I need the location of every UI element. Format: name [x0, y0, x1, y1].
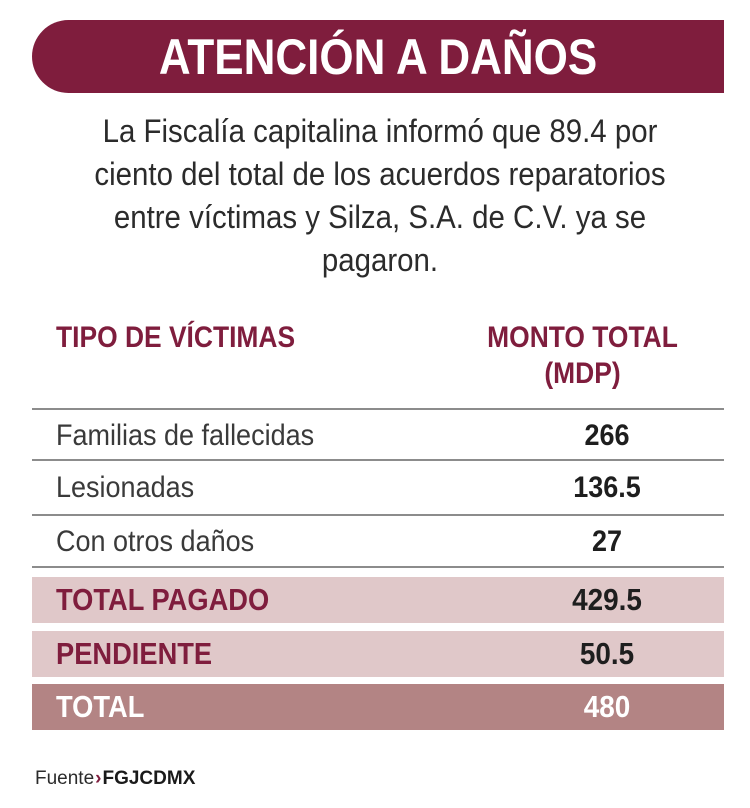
source-prefix: Fuente: [35, 768, 95, 789]
column-header-amount-line2: (MDP): [544, 357, 621, 390]
table-row: Lesionadas 136.5: [32, 462, 724, 514]
divider: [32, 408, 724, 410]
column-header-amount-line1: MONTO TOTAL: [487, 321, 678, 354]
row-label: Con otros daños: [56, 525, 255, 558]
row-value: 136.5: [573, 471, 641, 504]
summary-value: 480: [583, 689, 631, 724]
table-row: Con otros daños 27: [32, 516, 724, 568]
intro-text: La Fiscalía capitalina informó que 89.4 …: [94, 113, 666, 278]
page-title: ATENCIÓN A DAÑOS: [158, 28, 598, 85]
title-banner: ATENCIÓN A DAÑOS: [32, 20, 724, 93]
column-header-amount: MONTO TOTAL (MDP): [457, 320, 708, 392]
summary-value: 50.5: [579, 636, 635, 671]
summary-label: TOTAL PAGADO: [56, 582, 270, 617]
row-label: Lesionadas: [56, 471, 195, 504]
divider: [32, 459, 724, 461]
summary-label: TOTAL: [56, 689, 145, 724]
summary-row-total: TOTAL 480: [32, 684, 724, 730]
summary-value: 429.5: [572, 582, 642, 617]
table-row: Familias de fallecidas 266: [32, 410, 724, 462]
divider: [32, 514, 724, 516]
summary-row-total-paid: TOTAL PAGADO 429.5: [32, 577, 724, 623]
row-value: 266: [584, 419, 630, 452]
chevron-right-icon: ›: [95, 768, 102, 789]
source-org: FGJCDMX: [102, 768, 196, 789]
summary-label: PENDIENTE: [56, 636, 213, 671]
source-credit: Fuente›FGJCDMX: [35, 768, 195, 790]
column-header-victim-type: TIPO DE VÍCTIMAS: [56, 321, 296, 354]
divider: [32, 566, 724, 568]
row-value: 27: [591, 525, 623, 558]
row-label: Familias de fallecidas: [56, 419, 315, 452]
summary-row-pending: PENDIENTE 50.5: [32, 631, 724, 677]
